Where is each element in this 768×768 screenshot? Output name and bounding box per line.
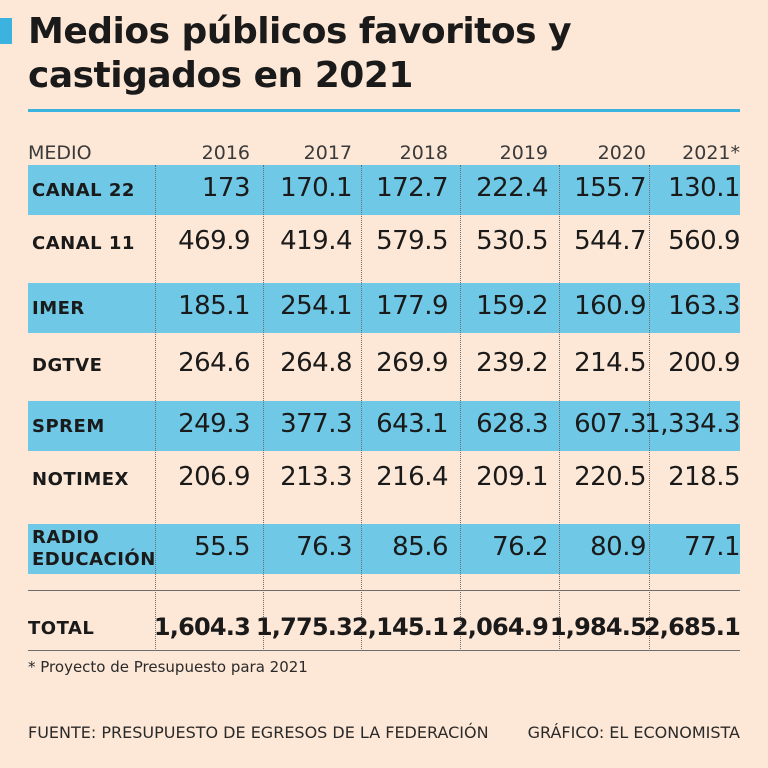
table-cell: 628.3 xyxy=(476,409,548,439)
table-cell: 218.5 xyxy=(668,462,740,492)
table-cell: 213.3 xyxy=(280,462,352,492)
table-cell: 163.3 xyxy=(668,291,740,321)
table-cell: 220.5 xyxy=(574,462,646,492)
table-cell: 643.1 xyxy=(376,409,448,439)
column-header-year: 2017 xyxy=(303,142,352,164)
table-cell: 264.8 xyxy=(280,348,352,378)
table-cell: 264.6 xyxy=(178,348,250,378)
row-band xyxy=(28,283,740,333)
column-header-year: 2019 xyxy=(499,142,548,164)
table-cell: 419.4 xyxy=(280,226,352,256)
table-cell: 469.9 xyxy=(178,226,250,256)
total-bottom-rule xyxy=(28,650,740,651)
column-header-year: 2018 xyxy=(399,142,448,164)
row-label: CANAL 22 xyxy=(32,180,135,201)
table-cell: 377.3 xyxy=(280,409,352,439)
table-cell: 76.3 xyxy=(296,532,352,562)
table-cell: 249.3 xyxy=(178,409,250,439)
footnote: * Proyecto de Presupuesto para 2021 xyxy=(28,658,308,676)
table-cell: 77.1 xyxy=(684,532,740,562)
table-cell: 172.7 xyxy=(376,173,448,203)
credit-note: GRÁFICO: EL ECONOMISTA xyxy=(527,723,740,742)
total-cell: 1,604.3 xyxy=(153,613,251,641)
table-cell: 130.1 xyxy=(668,173,740,203)
table-cell: 206.9 xyxy=(178,462,250,492)
total-cell: 2,685.1 xyxy=(643,613,741,641)
column-separator xyxy=(361,165,362,649)
table-cell: 530.5 xyxy=(476,226,548,256)
column-separator xyxy=(263,165,264,649)
column-separator xyxy=(460,165,461,649)
table-cell: 254.1 xyxy=(280,291,352,321)
row-band xyxy=(28,524,740,574)
table-cell: 170.1 xyxy=(280,173,352,203)
title-rule xyxy=(28,109,740,112)
table-cell: 1,334.3 xyxy=(644,409,740,439)
column-header-year: 2020 xyxy=(597,142,646,164)
row-label: RADIO EDUCACIÓN xyxy=(32,527,156,570)
row-label: CANAL 11 xyxy=(32,233,135,254)
row-band xyxy=(28,165,740,215)
title-marker xyxy=(0,18,12,44)
table-cell: 214.5 xyxy=(574,348,646,378)
table-cell: 544.7 xyxy=(574,226,646,256)
chart-title: Medios públicos favoritos y castigados e… xyxy=(28,11,572,96)
table-cell: 159.2 xyxy=(476,291,548,321)
table-cell: 185.1 xyxy=(178,291,250,321)
table-cell: 80.9 xyxy=(590,532,646,562)
total-cell: 1,984.5 xyxy=(549,613,647,641)
total-cell: 1,775.3 xyxy=(255,613,353,641)
column-header-year: 2021* xyxy=(682,142,740,164)
total-top-rule xyxy=(28,590,740,591)
table-cell: 76.2 xyxy=(492,532,548,562)
column-header-year: 2016 xyxy=(201,142,250,164)
table-cell: 209.1 xyxy=(476,462,548,492)
table-cell: 269.9 xyxy=(376,348,448,378)
table-cell: 222.4 xyxy=(476,173,548,203)
table-cell: 85.6 xyxy=(392,532,448,562)
column-header-medio: MEDIO xyxy=(28,142,92,164)
table-cell: 177.9 xyxy=(376,291,448,321)
table-cell: 579.5 xyxy=(376,226,448,256)
column-separator xyxy=(649,165,650,649)
total-cell: 2,064.9 xyxy=(451,613,549,641)
table-cell: 173 xyxy=(201,173,251,203)
column-separator xyxy=(559,165,560,649)
row-label: NOTIMEX xyxy=(32,469,129,490)
total-label: TOTAL xyxy=(28,618,95,639)
table-cell: 55.5 xyxy=(194,532,250,562)
table-cell: 200.9 xyxy=(668,348,740,378)
table-cell: 160.9 xyxy=(574,291,646,321)
row-band xyxy=(28,401,740,451)
row-label: IMER xyxy=(32,298,85,319)
budget-table: MEDIO 2016 2017 2018 2019 2020 2021* CANAL 22 17… xyxy=(28,140,741,655)
row-label: SPREM xyxy=(32,416,105,437)
table-cell: 239.2 xyxy=(476,348,548,378)
table-cell: 216.4 xyxy=(376,462,448,492)
table-cell: 560.9 xyxy=(668,226,740,256)
total-cell: 2,145.1 xyxy=(351,613,449,641)
table-cell: 607.3 xyxy=(574,409,646,439)
source-note: FUENTE: PRESUPUESTO DE EGRESOS DE LA FED… xyxy=(28,723,489,742)
column-separator xyxy=(155,165,156,649)
row-label: DGTVE xyxy=(32,355,103,376)
table-cell: 155.7 xyxy=(574,173,646,203)
